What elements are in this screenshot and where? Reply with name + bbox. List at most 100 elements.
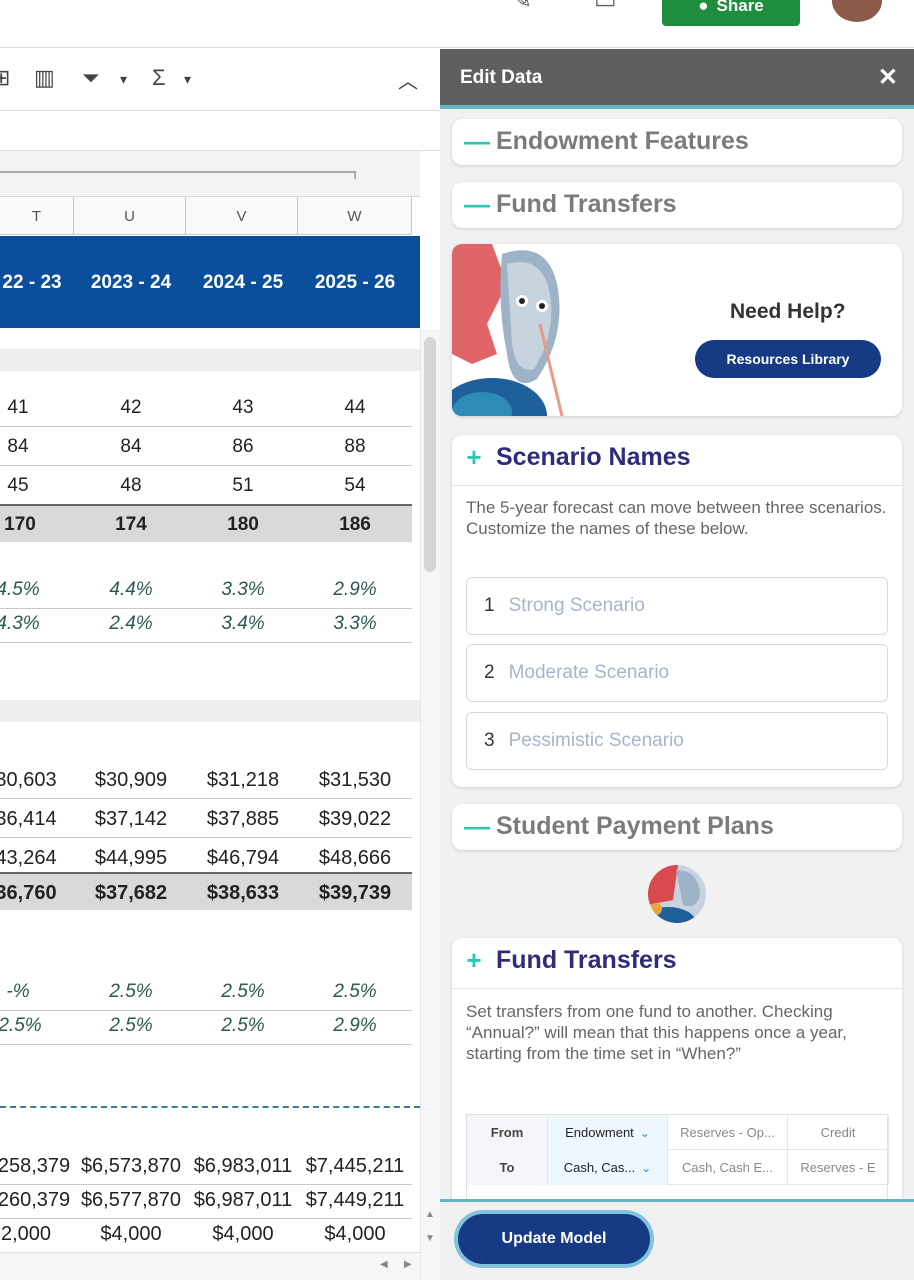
table-cell[interactable]: 51: [232, 475, 254, 496]
year-cell[interactable]: 22 - 23: [2, 272, 62, 293]
table-cell[interactable]: 54: [344, 475, 366, 496]
table-cell[interactable]: $39,739: [318, 881, 392, 904]
section-fund-transfers-collapsed[interactable]: — Fund Transfers: [452, 182, 902, 228]
table-cell[interactable]: 2,000: [0, 1222, 52, 1245]
table-cell[interactable]: $39,022: [318, 807, 392, 830]
filter-icon[interactable]: ⏷: [82, 65, 100, 90]
table-cell[interactable]: 4.3%: [0, 613, 40, 634]
table-cell[interactable]: 2.5%: [109, 1015, 153, 1036]
table-cell[interactable]: 36,760: [0, 881, 57, 904]
table-cell[interactable]: $4,000: [324, 1222, 386, 1245]
table-cell[interactable]: 2.5%: [221, 1015, 265, 1036]
section-header[interactable]: + Fund Transfers: [464, 945, 676, 976]
to-select[interactable]: Cash, Cas... ⌄: [548, 1150, 668, 1185]
table-cell[interactable]: $44,995: [94, 846, 168, 869]
column-header-t[interactable]: T: [0, 197, 74, 235]
table-cell[interactable]: 186: [339, 514, 371, 535]
table-cell[interactable]: 84: [120, 436, 142, 457]
table-cell[interactable]: 3.3%: [333, 613, 377, 634]
table-cell[interactable]: $4,000: [100, 1222, 162, 1245]
group-bracket[interactable]: [0, 171, 356, 179]
scenario-input-2[interactable]: 2 Moderate Scenario: [466, 644, 888, 702]
collapse-toolbar-icon[interactable]: ︿: [398, 71, 418, 93]
scroll-right-icon[interactable]: ▶: [404, 1259, 412, 1270]
table-cell[interactable]: 174: [115, 514, 147, 535]
table-cell[interactable]: $31,530: [318, 768, 392, 791]
table-cell[interactable]: 43,264: [0, 846, 57, 869]
table-cell[interactable]: $38,633: [206, 881, 280, 904]
table-cell[interactable]: 43: [232, 397, 254, 418]
pin-icon[interactable]: ✎: [512, 0, 533, 14]
table-cell[interactable]: 48: [120, 475, 142, 496]
scrollbar-thumb[interactable]: [424, 337, 436, 572]
column-header-w[interactable]: W: [298, 197, 412, 235]
chart-icon[interactable]: ▥: [34, 65, 55, 90]
table-cell[interactable]: 3.3%: [221, 579, 265, 600]
scroll-up-icon[interactable]: ▲: [425, 1209, 435, 1220]
table-cell[interactable]: $7,449,211: [305, 1188, 405, 1211]
table-cell[interactable]: 2.5%: [333, 981, 377, 1002]
table-cell[interactable]: $6,987,011: [193, 1188, 293, 1211]
table-cell[interactable]: 42: [120, 397, 142, 418]
table-cell[interactable]: -%: [6, 981, 30, 1002]
table-cell[interactable]: $4,000: [212, 1222, 274, 1245]
collapse-icon[interactable]: —: [464, 189, 490, 219]
section-student-payment-plans[interactable]: — Student Payment Plans: [452, 804, 902, 850]
collapse-icon[interactable]: —: [464, 811, 490, 841]
table-cell[interactable]: 2.5%: [0, 1015, 42, 1036]
functions-icon[interactable]: Σ: [152, 65, 166, 90]
section-endowment-features[interactable]: — Endowment Features: [452, 119, 902, 165]
table-cell[interactable]: 260,379: [0, 1188, 71, 1211]
from-cell[interactable]: Reserves - Op...: [668, 1115, 788, 1150]
table-cell[interactable]: $30,909: [94, 768, 168, 791]
scenario-input-1[interactable]: 1 Strong Scenario: [466, 577, 888, 635]
table-cell[interactable]: $6,577,870: [80, 1188, 182, 1211]
table-cell[interactable]: 36,414: [0, 807, 57, 830]
table-cell[interactable]: $31,218: [206, 768, 280, 791]
comment-icon[interactable]: ▭: [594, 0, 617, 14]
scroll-down-icon[interactable]: ▼: [425, 1233, 435, 1244]
table-cell[interactable]: 3.4%: [221, 613, 265, 634]
expand-icon[interactable]: +: [466, 945, 482, 975]
to-cell[interactable]: Reserves - E: [788, 1150, 889, 1185]
from-select[interactable]: Endowment ⌄: [548, 1115, 668, 1150]
table-cell[interactable]: $37,885: [206, 807, 280, 830]
table-cell[interactable]: $37,142: [94, 807, 168, 830]
table-cell[interactable]: $37,682: [94, 881, 168, 904]
table-cell[interactable]: $6,983,011: [193, 1154, 293, 1177]
column-header-u[interactable]: U: [74, 197, 186, 235]
table-cell[interactable]: 44: [344, 397, 366, 418]
table-cell[interactable]: 2.4%: [109, 613, 153, 634]
table-cell[interactable]: 258,379: [0, 1154, 71, 1177]
table-cell[interactable]: 4.4%: [109, 579, 153, 600]
horizontal-scrollbar[interactable]: ◀ ▶: [0, 1252, 420, 1280]
table-cell[interactable]: 4.5%: [0, 579, 40, 600]
expand-icon[interactable]: +: [466, 442, 482, 472]
filter-dropdown-icon[interactable]: ▾: [120, 71, 128, 87]
insert-icon[interactable]: ⊞: [0, 65, 11, 90]
table-cell[interactable]: 2.9%: [333, 579, 377, 600]
to-cell[interactable]: Cash, Cash E...: [668, 1150, 788, 1185]
table-cell[interactable]: 84: [7, 436, 29, 457]
table-cell[interactable]: $48,666: [318, 846, 392, 869]
close-icon[interactable]: ✕: [877, 64, 898, 91]
table-cell[interactable]: 45: [7, 475, 29, 496]
formula-bar[interactable]: [0, 111, 440, 151]
resources-library-button[interactable]: Resources Library: [695, 340, 881, 378]
from-cell[interactable]: Credit: [788, 1115, 889, 1150]
table-cell[interactable]: 30,603: [0, 768, 57, 791]
table-cell[interactable]: 2.9%: [333, 1015, 377, 1036]
collapse-icon[interactable]: —: [464, 126, 490, 156]
table-cell[interactable]: 180: [227, 514, 259, 535]
update-model-button[interactable]: Update Model: [458, 1214, 650, 1264]
table-cell[interactable]: $46,794: [206, 846, 280, 869]
table-cell[interactable]: 86: [232, 436, 254, 457]
functions-dropdown-icon[interactable]: ▾: [184, 71, 192, 87]
year-cell[interactable]: 2025 - 26: [314, 272, 396, 293]
section-header[interactable]: + Scenario Names: [464, 442, 690, 473]
share-button[interactable]: ● Share: [662, 0, 800, 26]
year-cell[interactable]: 2023 - 24: [90, 272, 172, 293]
table-cell[interactable]: 41: [7, 397, 29, 418]
table-cell[interactable]: $7,445,211: [305, 1154, 405, 1177]
table-cell[interactable]: 2.5%: [221, 981, 265, 1002]
